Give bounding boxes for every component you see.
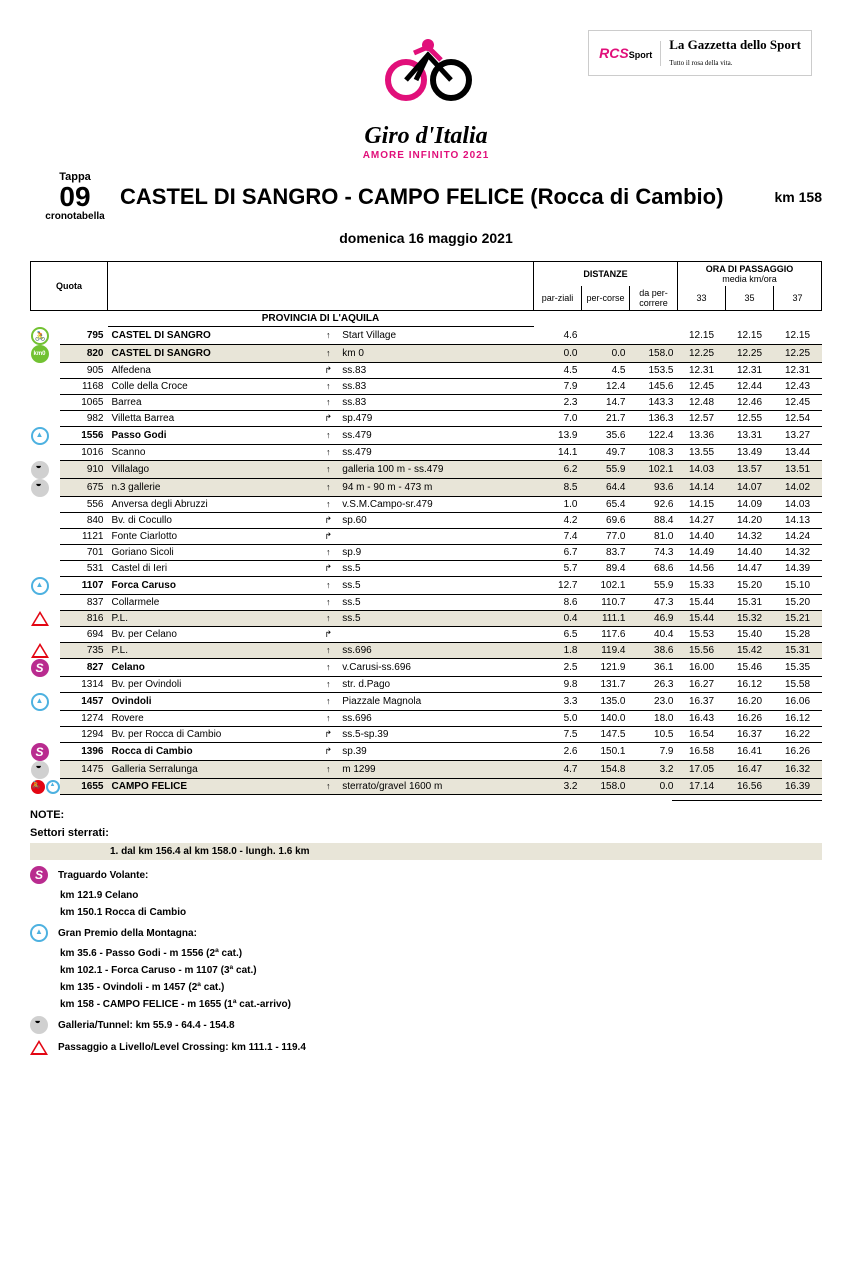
hdr-percorse: per-corse: [582, 286, 630, 311]
tappa-sub: cronotabella: [30, 211, 120, 222]
sprint-icon: [30, 866, 48, 884]
province-header: PROVINCIA DI L'AQUILA: [31, 311, 822, 327]
legend-line: km 35.6 - Passo Godi - m 1556 (2ª cat.): [60, 948, 822, 959]
table-row: 905 Alfedena ↱ ss.83 4.5 4.5 153.5 12.31…: [31, 363, 822, 379]
table-row: 820 CASTEL DI SANGRO ↑ km 0 0.0 0.0 158.…: [31, 345, 822, 363]
table-row: 837 Collarmele ↑ ss.5 8.6 110.7 47.3 15.…: [31, 595, 822, 611]
hdr-speed-35: 35: [726, 286, 774, 311]
tunnel-icon: [31, 761, 49, 779]
legend-line: km 158 - CAMPO FELICE - m 1655 (1ª cat.-…: [60, 999, 822, 1010]
hdr-ora: ORA DI PASSAGGIOmedia km/ora: [678, 262, 822, 287]
legend-sprint: Traguardo Volante:: [30, 866, 822, 884]
tunnel-icon: [31, 461, 49, 479]
table-row: 1314 Bv. per Ovindoli ↑ str. d.Pago 9.8 …: [31, 677, 822, 693]
legend-level: Passaggio a Livello/Level Crossing: km 1…: [30, 1040, 822, 1055]
legend-line: km 150.1 Rocca di Cambio: [60, 907, 822, 918]
sponsor-box: RCSSport La Gazzetta dello Sport Tutto i…: [588, 30, 812, 76]
level-icon: [31, 643, 49, 658]
legend-kom: Gran Premio della Montagna:: [30, 924, 822, 942]
stage-date: domenica 16 maggio 2021: [30, 230, 822, 246]
gazzetta-logo: La Gazzetta dello Sport Tutto il rosa de…: [669, 37, 801, 69]
table-row: 1294 Bv. per Rocca di Cambio ↱ ss.5-sp.3…: [31, 727, 822, 743]
table-row: 531 Castel di Ieri ↱ ss.5 5.7 89.4 68.6 …: [31, 561, 822, 577]
kom-icon: [30, 924, 48, 942]
notes-section: NOTE: Settori sterrati: 1. dal km 156.4 …: [30, 809, 822, 1055]
table-row: 1655 CAMPO FELICE ↑ sterrato/gravel 1600…: [31, 779, 822, 795]
km0-icon: [31, 345, 49, 363]
table-row: 701 Goriano Sicoli ↑ sp.9 6.7 83.7 74.3 …: [31, 545, 822, 561]
giro-cyclist-icon: [356, 20, 496, 120]
table-row: 840 Bv. di Cocullo ↱ sp.60 4.2 69.6 88.4…: [31, 513, 822, 529]
title-row: Tappa 09 cronotabella CASTEL DI SANGRO -…: [30, 171, 822, 222]
hdr-loc: [108, 262, 534, 311]
giro-subtitle: AMORE INFINITO 2021: [356, 150, 496, 161]
giro-title: Giro d'Italia: [356, 123, 496, 150]
hdr-speed-37: 37: [774, 286, 822, 311]
table-row: 675 n.3 gallerie ↑ 94 m - 90 m - 473 m 8…: [31, 479, 822, 497]
sprint-icon: [31, 659, 49, 677]
hdr-parziali: par-ziali: [534, 286, 582, 311]
table-row: 1107 Forca Caruso ↑ ss.5 12.7 102.1 55.9…: [31, 577, 822, 595]
legend-line: km 121.9 Celano: [60, 890, 822, 901]
stage-km: km 158: [775, 189, 822, 205]
hdr-dapercorrere: da per-correre: [630, 286, 678, 311]
legend-line: km 102.1 - Forca Caruso - m 1107 (3ª cat…: [60, 965, 822, 976]
legend-line: km 135 - Ovindoli - m 1457 (2ª cat.): [60, 982, 822, 993]
hdr-distanze: DISTANZE: [534, 262, 678, 287]
finish-icon: [31, 780, 45, 794]
table-row: 556 Anversa degli Abruzzi ↑ v.S.M.Campo-…: [31, 497, 822, 513]
table-row: 827 Celano ↑ v.Carusi-ss.696 2.5 121.9 3…: [31, 659, 822, 677]
table-row: 1396 Rocca di Cambio ↱ sp.39 2.6 150.1 7…: [31, 743, 822, 761]
kom-icon: [46, 780, 60, 794]
level-crossing-icon: [30, 1040, 48, 1055]
kom-icon: [31, 693, 49, 711]
kom-icon: [31, 427, 49, 445]
rcs-logo: RCSSport: [599, 45, 652, 61]
hdr-speed-33: 33: [678, 286, 726, 311]
tunnel-icon: [31, 479, 49, 497]
table-row: 1457 Ovindoli ↑ Piazzale Magnola 3.3 135…: [31, 693, 822, 711]
tappa-number: 09: [30, 183, 120, 211]
sterrati-label: Settori sterrati:: [30, 827, 822, 839]
sprint-icon: [31, 743, 49, 761]
tunnel-icon: [30, 1016, 48, 1034]
stage-title: CASTEL DI SANGRO - CAMPO FELICE (Rocca d…: [120, 184, 775, 210]
timetable: Quota DISTANZE ORA DI PASSAGGIOmedia km/…: [30, 261, 822, 795]
table-row: 1475 Galleria Serralunga ↑ m 1299 4.7 15…: [31, 761, 822, 779]
note-label: NOTE:: [30, 809, 822, 821]
legend-tunnel: Galleria/Tunnel: km 55.9 - 64.4 - 154.8: [30, 1016, 822, 1034]
level-icon: [31, 611, 49, 626]
table-row: 1016 Scanno ↑ ss.479 14.1 49.7 108.3 13.…: [31, 445, 822, 461]
table-row: 1274 Rovere ↑ ss.696 5.0 140.0 18.0 16.4…: [31, 711, 822, 727]
table-row: 1168 Colle della Croce ↑ ss.83 7.9 12.4 …: [31, 379, 822, 395]
table-row: 1065 Barrea ↑ ss.83 2.3 14.7 143.3 12.48…: [31, 395, 822, 411]
table-row: 816 P.L. ↑ ss.5 0.4 111.1 46.9 15.44 15.…: [31, 611, 822, 627]
table-row: 982 Villetta Barrea ↱ sp.479 7.0 21.7 13…: [31, 411, 822, 427]
kom-icon: [31, 577, 49, 595]
table-row: 694 Bv. per Celano ↱ 6.5 117.6 40.4 15.5…: [31, 627, 822, 643]
table-row: 910 Villalago ↑ galleria 100 m - ss.479 …: [31, 461, 822, 479]
start-icon: [31, 327, 49, 345]
sterrati-row: 1. dal km 156.4 al km 158.0 - lungh. 1.6…: [30, 843, 822, 860]
hdr-quota: Quota: [31, 262, 108, 311]
table-row: 735 P.L. ↑ ss.696 1.8 119.4 38.6 15.56 1…: [31, 643, 822, 659]
table-row: 1556 Passo Godi ↑ ss.479 13.9 35.6 122.4…: [31, 427, 822, 445]
table-row: 795 CASTEL DI SANGRO ↑ Start Village 4.6…: [31, 327, 822, 345]
table-row: 1121 Fonte Ciarlotto ↱ 7.4 77.0 81.0 14.…: [31, 529, 822, 545]
